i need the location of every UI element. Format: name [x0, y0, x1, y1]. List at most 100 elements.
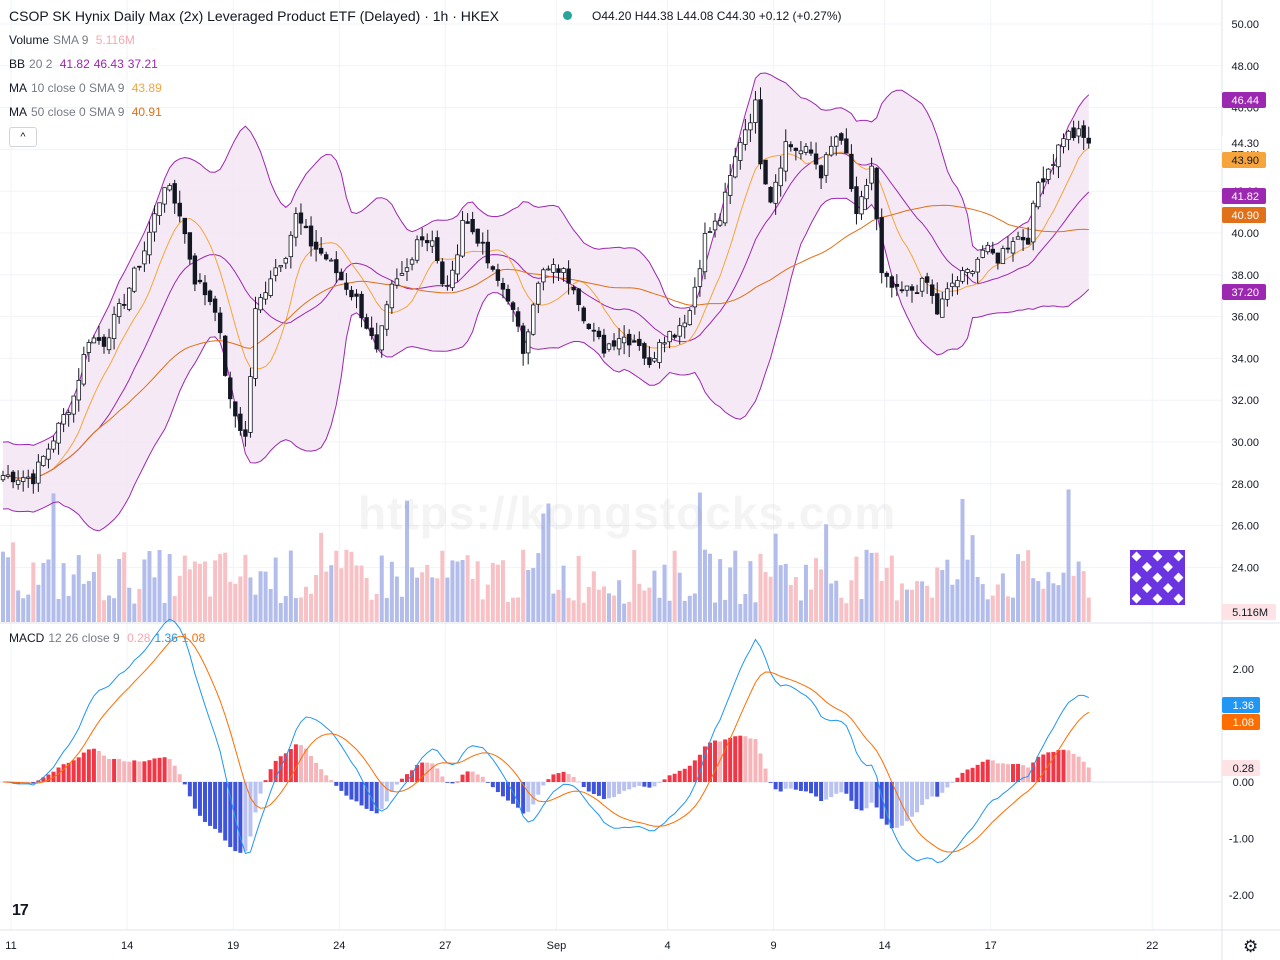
- candle-body: [329, 259, 334, 262]
- macd-histogram-bar: [384, 782, 389, 802]
- volume-bar: [758, 553, 763, 622]
- macd-histogram-bar: [697, 754, 702, 782]
- legend-volume[interactable]: Volume SMA 9 5.116M: [9, 32, 139, 48]
- volume-bar: [904, 589, 909, 622]
- macd-histogram-bar: [218, 782, 223, 833]
- candle-body: [823, 154, 829, 176]
- candle-body: [389, 283, 395, 309]
- candle-body: [834, 136, 839, 147]
- candle-body: [1000, 248, 1006, 265]
- candle-body: [813, 153, 819, 165]
- volume-bar: [384, 598, 389, 622]
- candle-body: [601, 334, 607, 354]
- volume-bar: [940, 570, 945, 622]
- candle-body: [1015, 236, 1021, 240]
- legend-bb[interactable]: BB 20 2 41.82 46.43 37.21: [9, 56, 162, 72]
- macd-histogram-bar: [142, 761, 147, 782]
- candle: [152, 205, 157, 242]
- candle-body: [111, 313, 117, 340]
- candles[interactable]: [0, 87, 1091, 494]
- candle-body: [611, 340, 617, 347]
- macd-histogram-bar: [61, 764, 66, 782]
- volume-bar: [415, 577, 420, 622]
- candle-body: [1005, 247, 1011, 250]
- candle-body: [1010, 241, 1016, 254]
- candle-body: [733, 156, 738, 178]
- candle-body: [935, 293, 940, 315]
- macd-histogram-bar: [309, 755, 314, 782]
- legend-ma50[interactable]: MA 50 close 0 SMA 9 40.91: [9, 104, 166, 120]
- collapse-legend-button[interactable]: ^: [9, 127, 37, 147]
- volume-bar: [36, 584, 41, 622]
- logo-pattern: [1152, 572, 1163, 583]
- candle: [652, 351, 657, 364]
- candle: [546, 265, 551, 271]
- volume-bar: [218, 554, 223, 622]
- candle: [869, 157, 874, 191]
- candle: [26, 469, 31, 488]
- symbol-title[interactable]: CSOP SK Hynix Daily Max (2x) Leveraged P…: [9, 8, 499, 24]
- legend-macd[interactable]: MACD 12 26 close 9 0.28 1.36 1.08: [9, 630, 209, 646]
- volume-bar: [1086, 597, 1091, 622]
- candle-body: [687, 310, 692, 326]
- volume-bar: [167, 553, 172, 622]
- macd-histogram-bar: [278, 756, 283, 782]
- candle: [940, 292, 945, 318]
- candle-body: [647, 357, 652, 365]
- volume-bar: [521, 549, 526, 622]
- candle-body: [1081, 125, 1086, 138]
- candle: [1046, 168, 1051, 185]
- candle-body: [571, 286, 576, 291]
- legend-ma50-params: 50 close 0 SMA 9: [31, 105, 125, 119]
- candle-body: [839, 133, 844, 141]
- volume-bar: [1, 551, 5, 622]
- candle-body: [303, 225, 309, 229]
- candle: [414, 235, 420, 264]
- candle-body: [859, 196, 864, 215]
- candle: [268, 270, 273, 298]
- candle: [864, 178, 869, 210]
- volume-bar: [682, 600, 687, 622]
- macd-histogram-bar: [213, 782, 218, 829]
- legend-ma10[interactable]: MA 10 close 0 SMA 9 43.89: [9, 80, 166, 96]
- volume-bar: [76, 555, 81, 622]
- volume-bar: [975, 577, 980, 622]
- volume-bar: [995, 584, 1000, 622]
- candle: [31, 469, 36, 494]
- volume-bar: [61, 563, 66, 622]
- volume-bar: [147, 551, 152, 622]
- candle: [334, 251, 339, 283]
- macd-histogram-bar: [652, 782, 657, 787]
- candle: [132, 266, 137, 294]
- candle-body: [596, 330, 602, 338]
- volume-bar: [283, 596, 288, 622]
- candle-body: [793, 147, 799, 151]
- volume-bar: [490, 563, 495, 622]
- candle: [955, 276, 960, 295]
- ma50-line: [2, 204, 1089, 480]
- candle-body: [642, 343, 647, 359]
- volume-bar: [253, 594, 258, 622]
- macd-histogram-bar: [743, 736, 748, 782]
- volume-bar: [733, 550, 738, 622]
- candle: [935, 282, 940, 315]
- candle-body: [510, 302, 516, 310]
- candle-body: [914, 292, 920, 295]
- candle-body: [864, 185, 869, 200]
- tradingview-logo-icon[interactable]: 17: [12, 902, 29, 919]
- macd-histogram-bar: [814, 782, 819, 797]
- candle: [682, 314, 687, 339]
- gear-icon[interactable]: ⚙: [1243, 937, 1259, 956]
- volume-bar: [56, 598, 61, 622]
- volume-bar: [11, 542, 16, 622]
- macd-histogram-bar: [647, 782, 652, 788]
- macd-histogram-bar: [273, 760, 278, 782]
- candle: [829, 136, 834, 157]
- candle: [228, 371, 233, 409]
- volume-bar: [410, 567, 415, 622]
- candle: [1076, 120, 1081, 144]
- candle-body: [41, 455, 46, 466]
- macd-histogram-bar: [379, 782, 384, 810]
